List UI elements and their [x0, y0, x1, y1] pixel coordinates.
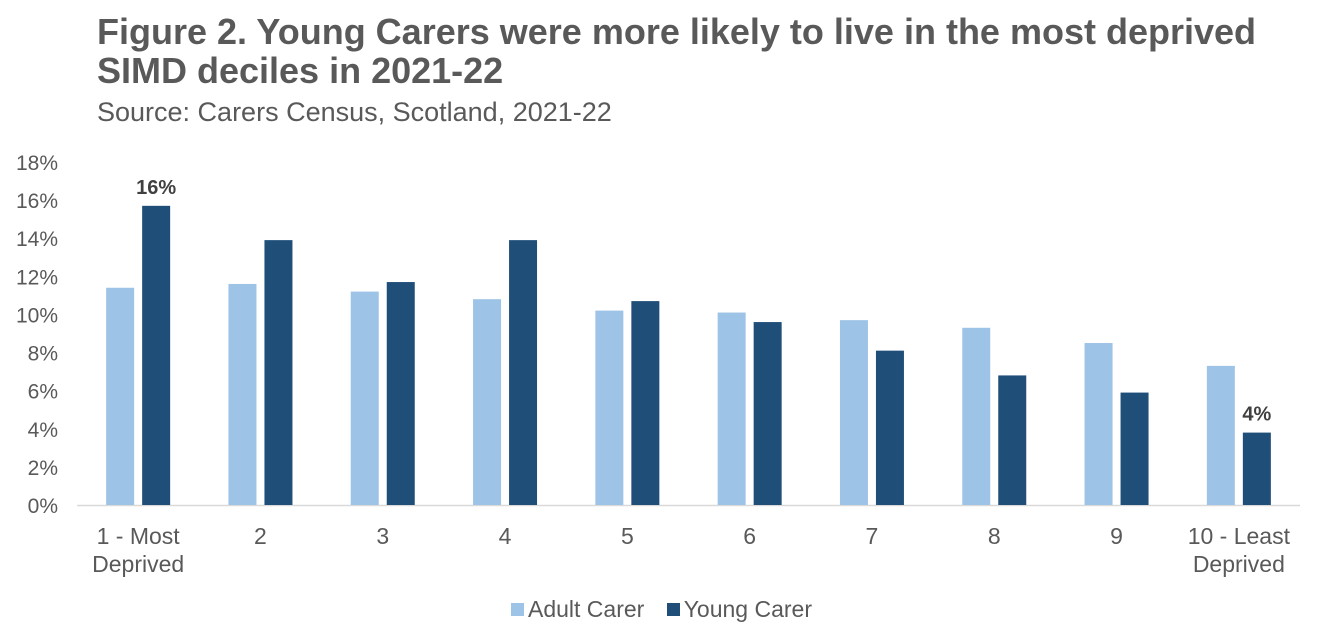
- bar: [875, 350, 904, 505]
- legend-item-adult-carer: Adult Carer: [510, 596, 645, 623]
- bar: [473, 299, 502, 505]
- data-label: 16%: [136, 177, 176, 199]
- y-tick-label: 16%: [16, 190, 58, 213]
- y-tick-label: 12%: [16, 266, 58, 289]
- bar: [998, 375, 1027, 505]
- bar: [106, 287, 135, 505]
- y-tick-label: 6%: [28, 381, 58, 404]
- bar: [753, 322, 782, 505]
- bar: [1120, 392, 1149, 505]
- legend-swatch-adult-carer: [510, 603, 524, 616]
- y-tick-label: 4%: [28, 419, 58, 442]
- x-tick-label: 10 - Least: [1188, 523, 1291, 549]
- bar: [962, 327, 991, 505]
- bar: [142, 205, 171, 506]
- x-tick-label: 7: [866, 523, 879, 549]
- bar: [1206, 365, 1235, 505]
- bar: [717, 312, 746, 505]
- x-tick-label: 2: [254, 523, 267, 549]
- bar: [631, 301, 660, 505]
- bar: [264, 240, 293, 505]
- legend-item-young-carer: Young Carer: [666, 596, 812, 623]
- bar: [386, 282, 415, 505]
- x-tick-label: 9: [1110, 523, 1123, 549]
- x-tick-label: 8: [988, 523, 1001, 549]
- bar: [1242, 432, 1271, 505]
- bar: [595, 310, 624, 505]
- bar: [509, 240, 538, 505]
- legend-swatch-young-carer: [666, 603, 680, 616]
- legend: Adult Carer Young Carer: [0, 596, 1323, 623]
- bar: [228, 283, 257, 505]
- y-tick-label: 2%: [28, 457, 58, 480]
- x-tick-label: 6: [743, 523, 756, 549]
- y-tick-label: 10%: [16, 304, 58, 327]
- x-tick-label: Deprived: [92, 551, 184, 577]
- x-tick-label: Deprived: [1193, 551, 1285, 577]
- bar: [350, 291, 379, 505]
- x-tick-label: 3: [376, 523, 389, 549]
- legend-label-young-carer: Young Carer: [683, 596, 812, 622]
- data-label: 4%: [1242, 404, 1271, 426]
- y-tick-label: 8%: [28, 343, 58, 366]
- bar: [839, 320, 868, 505]
- chart-title: Figure 2. Young Carers were more likely …: [97, 11, 1257, 91]
- legend-label-adult-carer: Adult Carer: [527, 596, 645, 622]
- x-tick-label: 4: [499, 523, 512, 549]
- chart-subtitle: Source: Carers Census, Scotland, 2021-22: [97, 97, 612, 127]
- bar: [1084, 343, 1113, 505]
- x-tick-label: 1 - Most: [97, 523, 181, 549]
- y-tick-label: 14%: [16, 228, 58, 251]
- y-tick-label: 18%: [16, 152, 58, 175]
- x-tick-label: 5: [621, 523, 634, 549]
- y-tick-label: 0%: [28, 495, 58, 518]
